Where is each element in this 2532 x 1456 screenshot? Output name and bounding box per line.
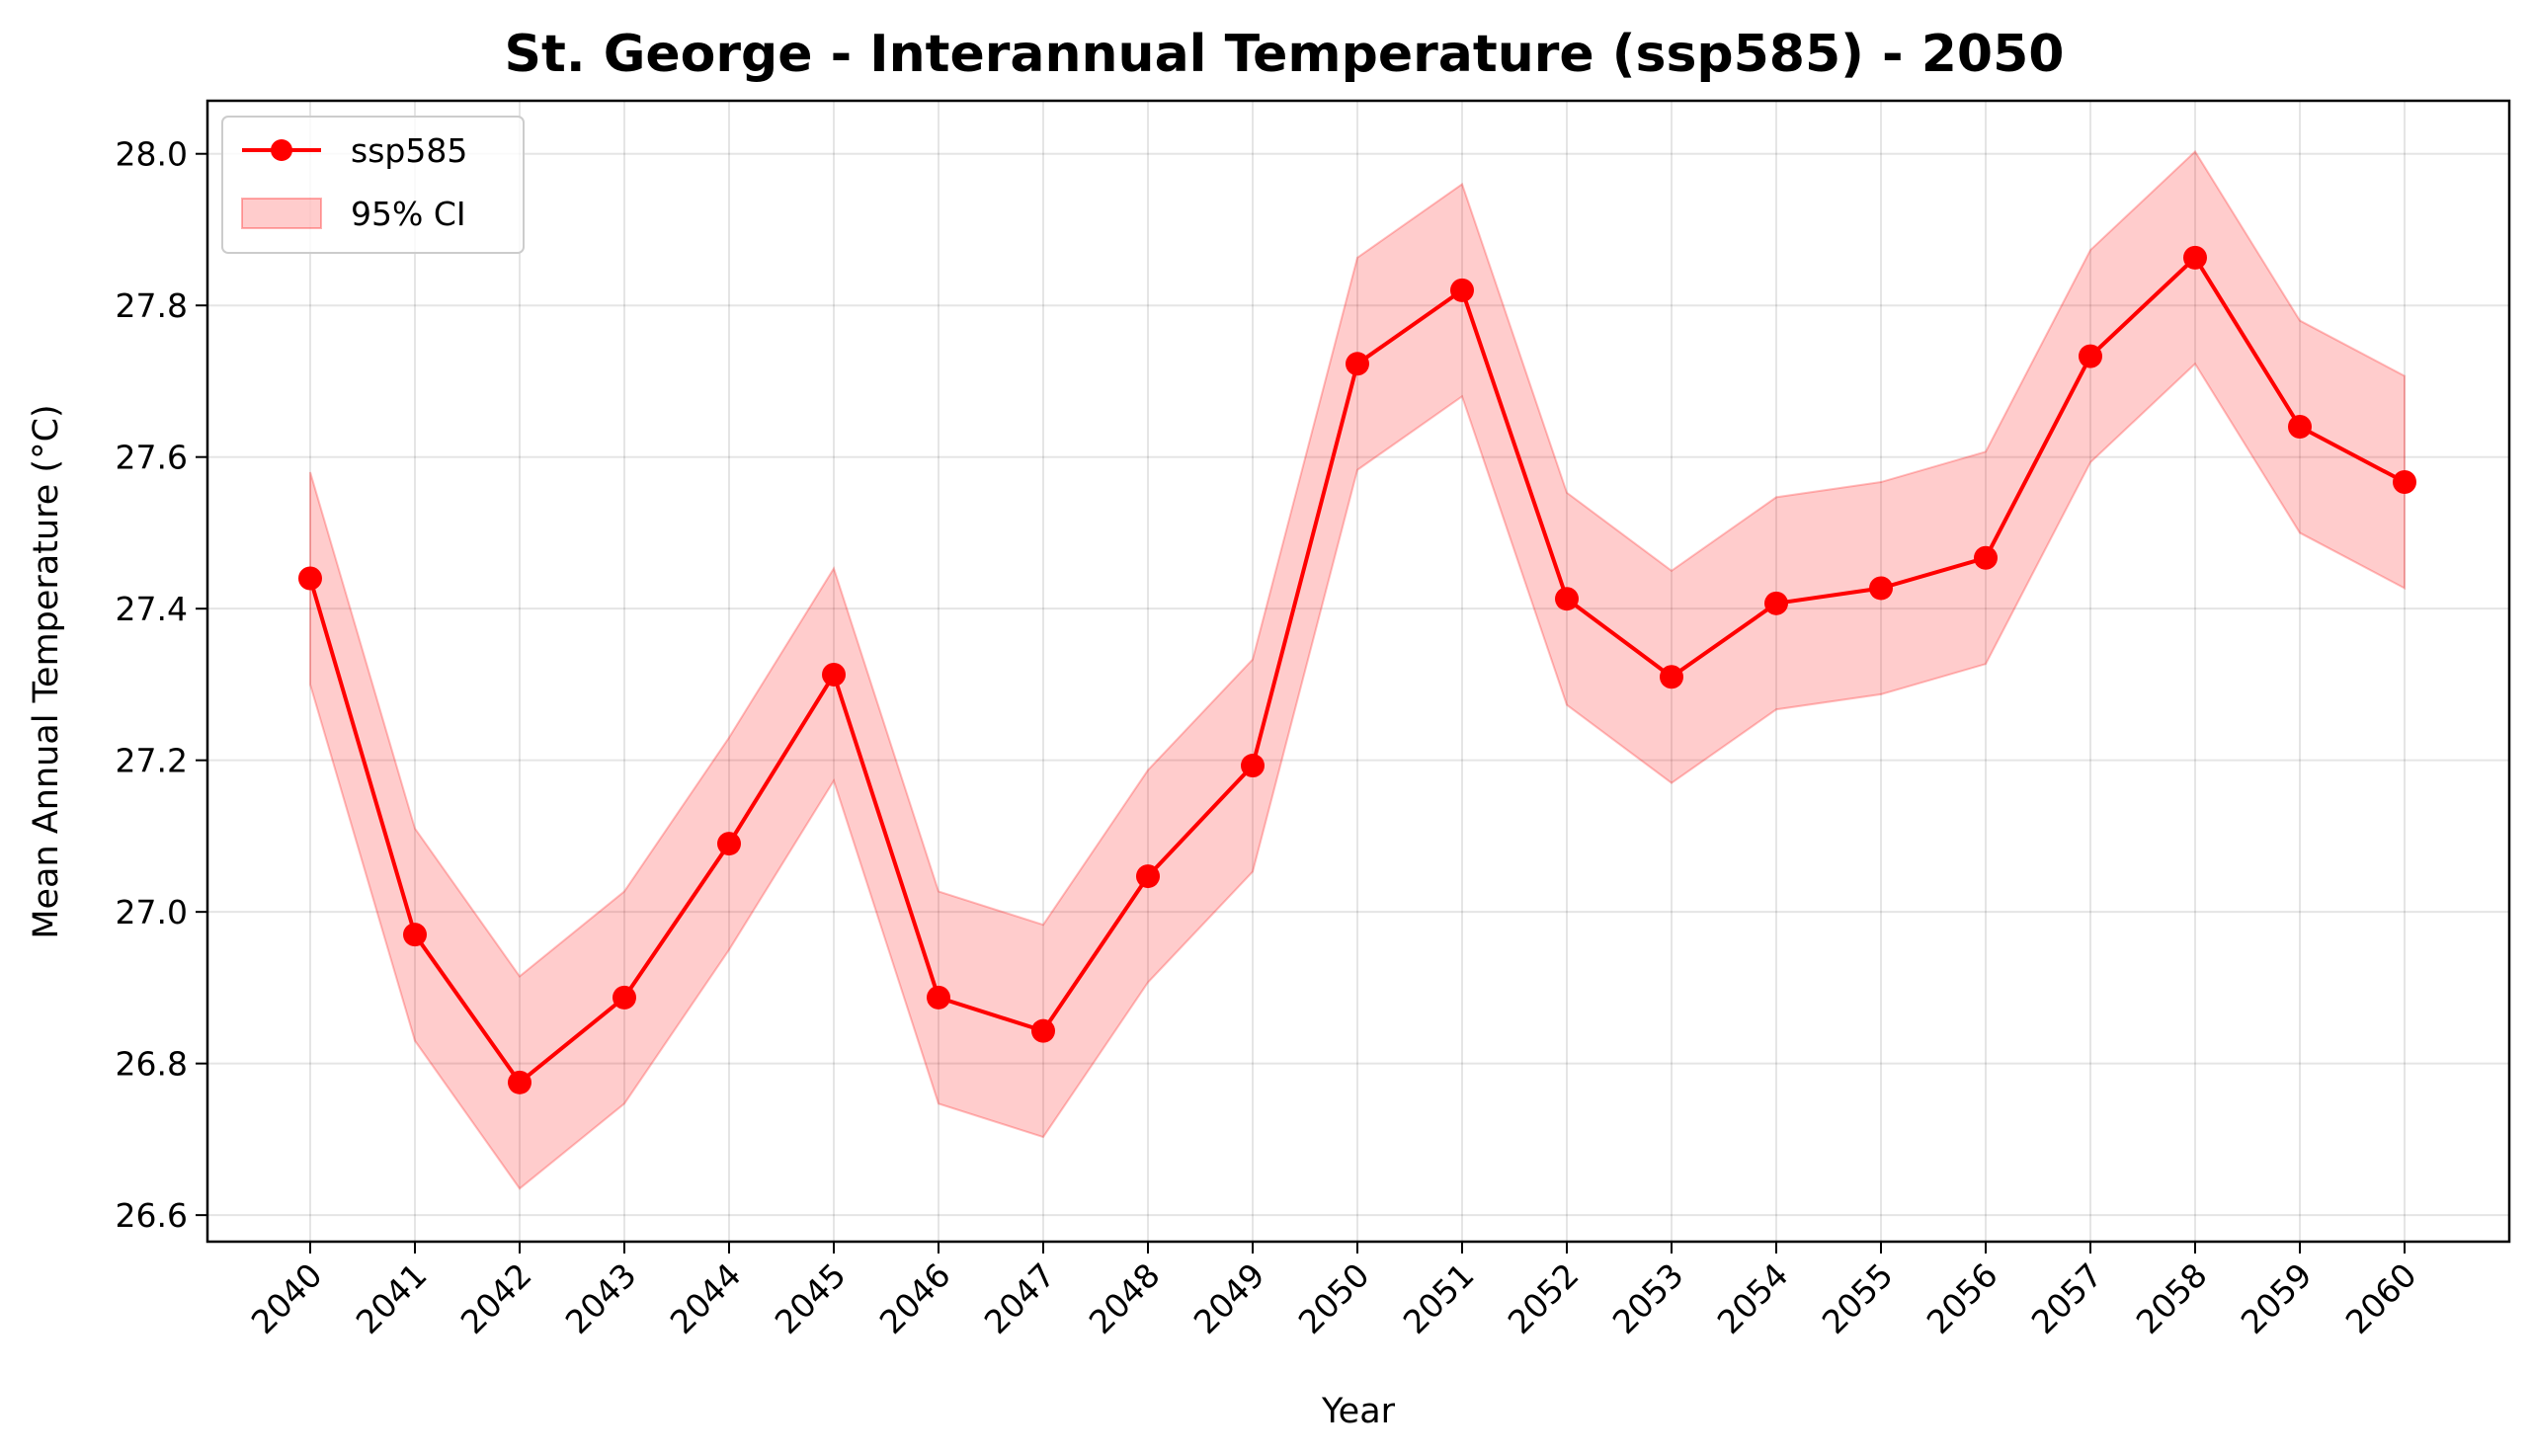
y-tick-label: 27.0 xyxy=(116,893,188,931)
y-tick-label: 28.0 xyxy=(116,135,188,174)
grid xyxy=(207,101,2509,1242)
data-point xyxy=(2393,470,2416,495)
data-point xyxy=(1450,278,1474,302)
y-axis-ticks: 26.6 26.8 27.0 27.2 27.4 27.6 27.8 28.0 xyxy=(116,135,207,1235)
data-point xyxy=(613,985,636,1010)
data-point xyxy=(1764,591,1788,615)
y-tick-label: 27.4 xyxy=(116,590,188,628)
legend-dot-marker xyxy=(271,139,292,161)
y-tick-label: 27.2 xyxy=(116,742,188,780)
data-point xyxy=(1346,352,1369,376)
data-point xyxy=(1241,754,1265,778)
y-tick-label: 26.8 xyxy=(116,1045,188,1084)
series-markers xyxy=(298,245,2416,1094)
legend-label-ci: 95% CI xyxy=(351,195,466,233)
data-point xyxy=(1660,665,1683,689)
legend: ssp585 95% CI xyxy=(221,116,525,254)
data-point xyxy=(1974,545,1998,570)
y-tick-label: 26.6 xyxy=(116,1196,188,1235)
data-point xyxy=(1869,576,1893,601)
chart-title: St. George - Interannual Temperature (ss… xyxy=(505,25,2065,84)
y-axis-label: Mean Annual Temperature (°C) xyxy=(27,404,66,938)
legend-ci-swatch xyxy=(241,198,322,229)
data-point xyxy=(717,832,741,856)
data-point xyxy=(2288,415,2312,439)
data-point xyxy=(1136,864,1160,889)
data-point xyxy=(508,1070,531,1094)
x-axis-label: Year xyxy=(1321,1392,1396,1431)
data-point xyxy=(1555,587,1579,611)
data-point xyxy=(1031,1018,1055,1043)
data-point xyxy=(822,662,846,687)
data-point xyxy=(2183,245,2207,270)
legend-label-series: ssp585 xyxy=(351,131,467,170)
data-point xyxy=(298,566,322,591)
data-point xyxy=(2079,344,2102,368)
y-tick-label: 27.6 xyxy=(116,439,188,477)
data-point xyxy=(927,985,950,1010)
data-point xyxy=(403,923,427,947)
y-tick-label: 27.8 xyxy=(116,286,188,325)
